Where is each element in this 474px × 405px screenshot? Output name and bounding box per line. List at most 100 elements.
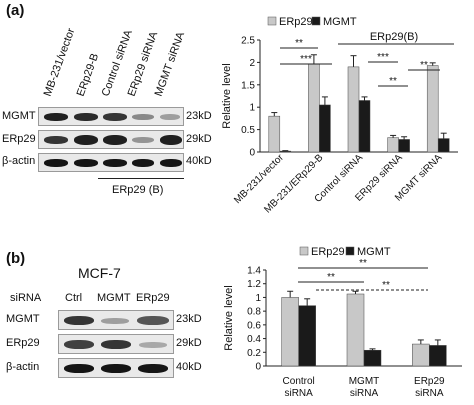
y-tick-label: 1 (249, 103, 255, 114)
y-tick-label: 2 (249, 58, 255, 69)
size-marker: 23kD (186, 110, 212, 122)
band (103, 135, 127, 145)
bar (398, 139, 410, 153)
legend-label: ERp29 (311, 246, 345, 258)
y-tick-label: 1.4 (247, 266, 261, 277)
y-tick-label: 0.6 (247, 320, 261, 331)
bar (387, 137, 399, 153)
band (138, 364, 168, 373)
band (44, 159, 68, 167)
significance-label: ** (389, 76, 397, 87)
sirna-label: siRNA (10, 292, 42, 304)
bar (426, 65, 439, 153)
bar (347, 66, 360, 153)
bar (308, 63, 320, 153)
legend-swatch (311, 16, 321, 26)
panel-a-label: (a) (6, 2, 25, 19)
legend-label: ERp29 (279, 16, 313, 28)
y-tick-label: 0 (255, 362, 261, 373)
significance-label: *** (300, 54, 312, 65)
blot-strip-mgmt (38, 107, 184, 126)
band (103, 113, 127, 121)
x-category-label: siRNA (415, 388, 444, 399)
bar (281, 297, 299, 367)
blot-strip-erp29 (58, 334, 174, 354)
lane-label: ERp29 (136, 292, 170, 304)
significance-label: *** (377, 52, 389, 63)
band (132, 137, 154, 143)
y-axis-label: Relative level (223, 285, 235, 350)
y-tick-label: 1 (255, 293, 261, 304)
bar (268, 115, 281, 153)
panel-b-label: (b) (6, 250, 26, 267)
band (101, 340, 131, 349)
lane-label: ERp29-B (74, 51, 102, 98)
band (74, 159, 98, 167)
bar (363, 349, 382, 367)
lane-label: Ctrl (65, 292, 83, 304)
band (139, 342, 167, 348)
significance-label: ** (295, 38, 303, 49)
y-axis-label: Relative level (221, 63, 233, 128)
significance-label: ** (327, 272, 335, 283)
row-label: ERp29 (6, 337, 40, 349)
band (132, 159, 154, 167)
band (64, 316, 94, 325)
band (160, 159, 182, 167)
x-category-label: Control (283, 376, 315, 387)
row-label: MGMT (6, 313, 40, 325)
y-tick-label: 0 (249, 148, 255, 159)
chart-b: ERp29 MGMT 0 0.2 0.4 0.6 0.8 1 1.2 1.4 Relative le… (223, 246, 462, 399)
legend-swatch (299, 246, 309, 256)
significance-label: ** (382, 280, 390, 291)
row-label: MGMT (2, 110, 36, 122)
blot-strip-erp29 (38, 130, 184, 149)
group-label: ERp29(B) (370, 31, 418, 43)
bar (429, 345, 447, 367)
band (74, 113, 98, 121)
significance-label: ** (420, 60, 428, 71)
bracket-line (98, 178, 184, 179)
blot-strip-actin (58, 358, 174, 378)
band (103, 159, 127, 167)
band (137, 316, 169, 325)
row-label: β-actin (6, 361, 40, 373)
row-label: ERp29 (2, 133, 36, 145)
y-tick-label: 1.5 (241, 80, 255, 91)
lane-label: MGMT (97, 292, 131, 304)
size-marker: 29kD (176, 337, 202, 349)
band (64, 340, 94, 349)
blot-strip-actin (38, 153, 184, 172)
x-category-label: siRNA (350, 388, 379, 399)
bracket-label: ERp29 (B) (112, 184, 164, 196)
bar (437, 138, 450, 153)
legend-swatch (345, 246, 355, 256)
blot-strip-mgmt (58, 310, 174, 330)
band (44, 136, 68, 144)
band (160, 135, 182, 145)
y-tick-label: 1.2 (247, 279, 261, 290)
legend-label: MGMT (323, 16, 357, 28)
size-marker: 29kD (186, 133, 212, 145)
y-tick-label: 0.8 (247, 307, 261, 318)
band (74, 135, 98, 145)
legend-swatch (267, 16, 277, 26)
row-label: β-actin (2, 155, 36, 167)
y-tick-label: 0.2 (247, 348, 261, 359)
bar (358, 100, 371, 153)
significance-label: ** (359, 258, 367, 269)
bar (346, 293, 365, 367)
x-category-label: ERp29 (414, 376, 445, 387)
y-tick-label: 0.4 (247, 334, 261, 345)
band (64, 364, 94, 373)
band (101, 318, 129, 324)
band (44, 113, 68, 121)
bar (298, 305, 316, 367)
y-tick-label: 2.5 (241, 36, 255, 47)
size-marker: 40kD (186, 155, 212, 167)
x-category-label: MGMT (349, 376, 380, 387)
x-category-label: siRNA (284, 388, 313, 399)
bar (412, 343, 430, 367)
lane-label: MB-231/vector (41, 26, 78, 98)
